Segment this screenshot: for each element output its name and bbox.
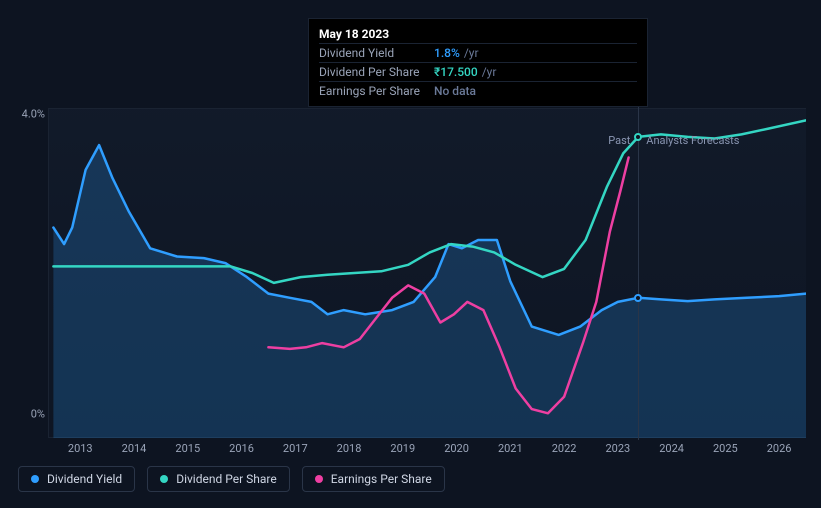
- tooltip-metric-label: Earnings Per Share: [319, 84, 434, 98]
- legend-label: Earnings Per Share: [331, 472, 432, 486]
- chart-plot-area[interactable]: [48, 108, 806, 438]
- past-label: Past: [608, 134, 630, 147]
- x-axis-tick: 2013: [68, 442, 93, 455]
- x-axis-tick: 2014: [122, 442, 147, 455]
- legend-item[interactable]: Earnings Per Share: [302, 466, 445, 492]
- y-axis-bottom-label: 0%: [31, 408, 45, 421]
- x-axis-tick: 2015: [175, 442, 200, 455]
- tooltip-metric-value: No data: [434, 84, 637, 98]
- series-marker: [634, 133, 642, 141]
- tooltip-metric-value: ₹17.500/yr: [434, 65, 637, 79]
- tooltip-box: May 18 2023 Dividend Yield1.8%/yrDividen…: [308, 18, 648, 107]
- y-axis-top-label: 4.0%: [22, 108, 45, 121]
- legend-label: Dividend Yield: [47, 472, 122, 486]
- legend-dot-icon: [315, 475, 323, 483]
- legend-label: Dividend Per Share: [176, 472, 277, 486]
- legend-dot-icon: [31, 475, 39, 483]
- legend: Dividend Yield Dividend Per Share Earnings…: [18, 466, 445, 492]
- tooltip-date: May 18 2023: [319, 25, 637, 43]
- x-axis-tick: 2017: [283, 442, 308, 455]
- legend-item[interactable]: Dividend Per Share: [147, 466, 290, 492]
- legend-dot-icon: [160, 475, 168, 483]
- x-axis-tick: 2024: [659, 442, 684, 455]
- x-axis-tick: 2019: [390, 442, 415, 455]
- x-axis-tick: 2026: [767, 442, 792, 455]
- x-axis-tick: 2020: [444, 442, 469, 455]
- tooltip-metric-label: Dividend Per Share: [319, 65, 434, 79]
- x-axis-tick: 2025: [713, 442, 738, 455]
- tooltip-metric-label: Dividend Yield: [319, 46, 434, 60]
- tooltip-row: Dividend Per Share₹17.500/yr: [319, 62, 637, 81]
- x-axis-tick: 2022: [552, 442, 577, 455]
- tooltip-row: Earnings Per ShareNo data: [319, 81, 637, 100]
- x-axis: 2013 2014 2015 2016 2017 2018 2019 2020 2021 2022…: [48, 442, 806, 462]
- x-axis-tick: 2023: [605, 442, 630, 455]
- x-axis-tick: 2016: [229, 442, 254, 455]
- chart-lines: [48, 108, 806, 438]
- tooltip-row: Dividend Yield1.8%/yr: [319, 43, 637, 62]
- legend-item[interactable]: Dividend Yield: [18, 466, 135, 492]
- x-axis-tick: 2018: [337, 442, 362, 455]
- forecast-label: Analysts Forecasts: [646, 134, 739, 147]
- series-marker: [634, 294, 642, 302]
- x-axis-tick: 2021: [498, 442, 523, 455]
- tooltip-metric-value: 1.8%/yr: [434, 46, 637, 60]
